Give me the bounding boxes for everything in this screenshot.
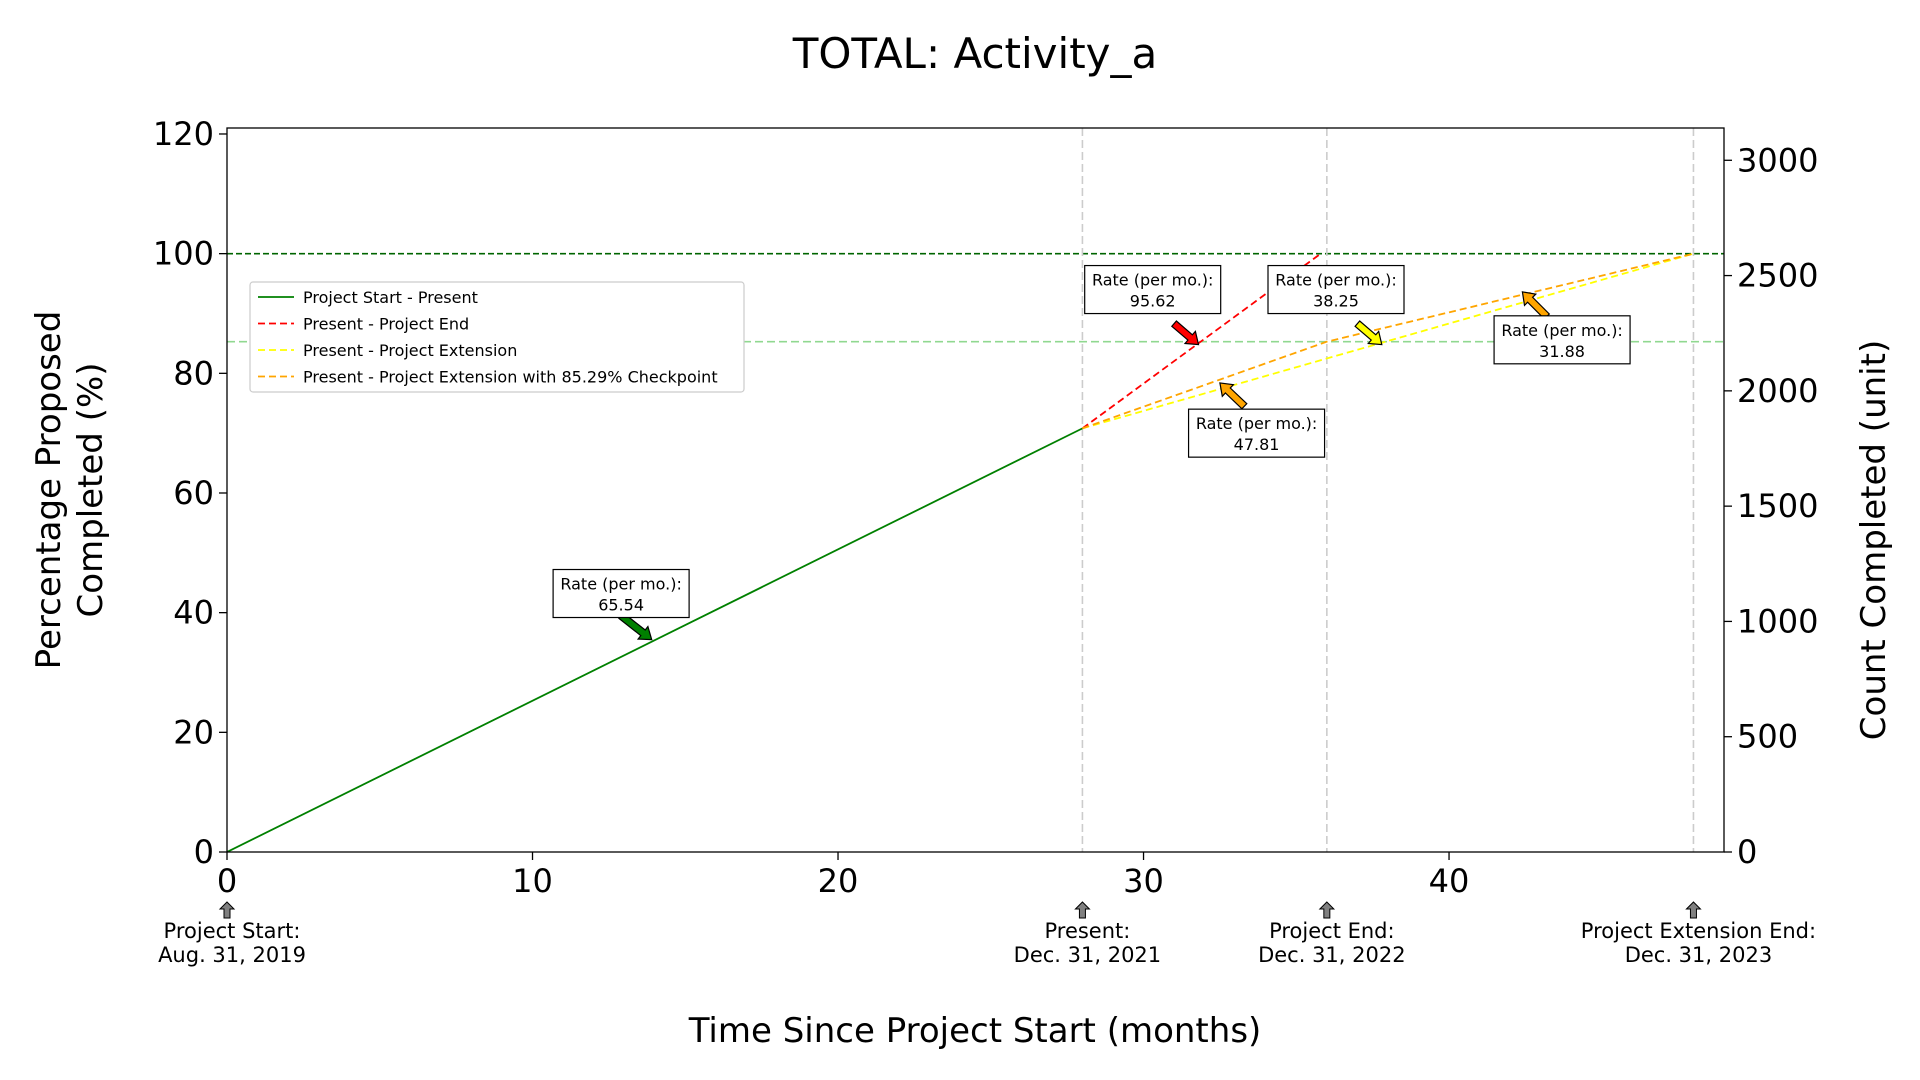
annotation-box: [1187, 408, 1326, 458]
timeline-date: Aug. 31, 2019: [158, 943, 306, 967]
legend-entry: Present - Project Extension: [303, 341, 517, 360]
y-tick-label-right: 2500: [1737, 257, 1818, 295]
series-line: [1082, 252, 1694, 430]
annotation-value: 65.54: [598, 596, 644, 615]
annotation-value: 47.81: [1234, 435, 1280, 454]
y-tick-label-right: 0: [1737, 833, 1757, 871]
annotation-label: Rate (per mo.):: [560, 575, 682, 594]
annotation-box: [1084, 264, 1222, 315]
annotation-label: Rate (per mo.):: [1501, 321, 1623, 340]
y-tick-label-left: 20: [173, 713, 214, 751]
x-tick-label: 20: [818, 862, 859, 900]
series-line: [1082, 252, 1694, 430]
y-tick-label-right: 1000: [1737, 602, 1818, 640]
y-tick-label-right: 2000: [1737, 372, 1818, 410]
x-axis-label: Time Since Project Start (months): [688, 1011, 1262, 1051]
timeline-date: Dec. 31, 2022: [1258, 943, 1406, 967]
y-axis-label-line: Percentage Proposed: [29, 311, 69, 670]
y-tick-label-left: 100: [153, 235, 214, 273]
annotation-arrow: [1354, 320, 1383, 346]
y-tick-label-left: 60: [173, 474, 214, 512]
annotation-arrow: [1170, 320, 1200, 346]
timeline-date: Dec. 31, 2023: [1625, 943, 1773, 967]
timeline-event: Present:: [1044, 919, 1130, 943]
series-line: [227, 427, 1083, 852]
legend: Project Start - Present Present - Project…: [249, 281, 745, 393]
y-tick-label-right: 1500: [1737, 487, 1818, 525]
timeline-arrow: [1318, 901, 1336, 919]
plot-area: [227, 128, 1724, 852]
legend-entry: Project Start - Present: [303, 288, 478, 307]
timeline-arrow: [218, 901, 236, 919]
timeline-date: Dec. 31, 2021: [1014, 943, 1162, 967]
timeline-event: Project Start:: [164, 919, 301, 943]
y-tick-label-left: 0: [194, 833, 214, 871]
timeline-labels: Project Start:Aug. 31, 2019Present:Dec. …: [158, 901, 1816, 967]
timeline-event: Project End:: [1269, 919, 1395, 943]
y-axis-label-left: Percentage ProposedCompleted (%): [29, 311, 111, 670]
y-tick-label-left: 80: [173, 354, 214, 392]
x-tick-label: 30: [1123, 862, 1164, 900]
annotation-arrow: [1521, 291, 1551, 320]
annotation-label: Rate (per mo.):: [1092, 271, 1214, 290]
annotation-value: 31.88: [1539, 342, 1585, 361]
y-tick-label-left: 120: [153, 115, 214, 153]
timeline-arrow: [1685, 901, 1702, 919]
annotation-value: 38.25: [1313, 292, 1359, 311]
y-axis-label-right: Count Completed (unit): [1854, 340, 1894, 740]
x-tick-label: 10: [512, 862, 553, 900]
y-tick-label-right: 3000: [1737, 141, 1818, 179]
legend-box: [249, 281, 745, 393]
annotation-box: [1493, 315, 1631, 365]
legend-entry: Present - Project End: [303, 315, 469, 334]
rate-annotations: Rate (per mo.): 65.54 Rate (per mo.): 95.62…: [552, 264, 1631, 641]
annotation-label: Rate (per mo.):: [1275, 271, 1397, 290]
chart-title: TOTAL: Activity_a: [792, 29, 1158, 78]
y-axis-label-line: Completed (%): [71, 362, 111, 617]
annotation-arrow: [1219, 382, 1248, 410]
annotation-box: [1267, 264, 1405, 315]
legend-entry: Present - Project Extension with 85.29% …: [303, 368, 718, 387]
y-tick-label-left: 40: [173, 594, 214, 632]
x-tick-label: 0: [217, 862, 237, 900]
timeline-arrow: [1074, 901, 1091, 919]
x-tick-label: 40: [1429, 862, 1470, 900]
annotation-label: Rate (per mo.):: [1196, 414, 1318, 433]
timeline-event: Project Extension End:: [1581, 919, 1816, 943]
annotation-box: [552, 568, 690, 619]
annotation-value: 95.62: [1130, 292, 1176, 311]
y-tick-label-right: 500: [1737, 718, 1798, 756]
plot-frame: [226, 127, 1725, 853]
axes: 0 10 20 30 40 0 20 40 60 80 100 120 0 500 1000 1500 2000…: [153, 115, 1819, 900]
